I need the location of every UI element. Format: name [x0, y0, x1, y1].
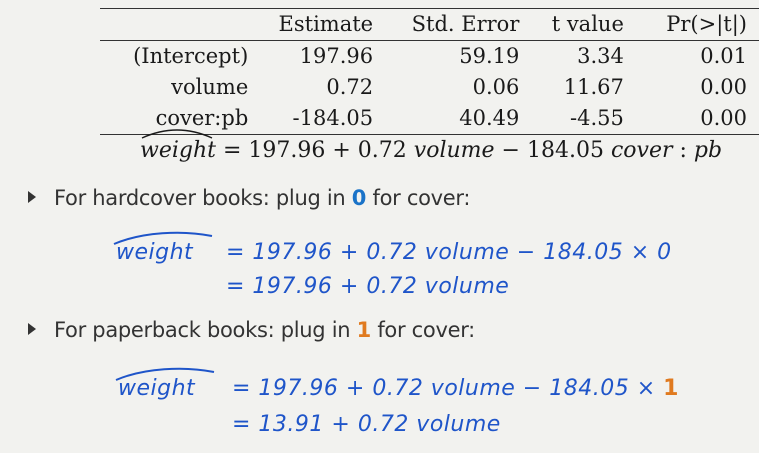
bullet-value: 0: [351, 186, 367, 210]
table-cell: 0.00: [700, 75, 747, 99]
table-row: (Intercept) 197.96 59.19 3.34 0.01: [100, 41, 759, 73]
bullet-text: for cover:: [370, 318, 475, 342]
hand-value-one: 1: [663, 376, 679, 401]
table-cell: 59.19: [459, 44, 520, 68]
header-cell: Estimate: [278, 12, 374, 36]
bullet-text: for cover:: [366, 186, 471, 210]
bullet-hardcover: For hardcover books: plug in 0 for cover…: [28, 186, 470, 210]
header-cell: t value: [551, 12, 624, 36]
equation-part: = 197.96 + 0.72: [222, 138, 414, 163]
hat-accent-icon: [141, 129, 213, 139]
equation-part: − 184.05: [494, 138, 611, 163]
header-cell: Std. Error: [411, 12, 520, 36]
bullet-paperback: For paperback books: plug in 1 for cover…: [28, 318, 475, 342]
hand-lhs-paperback: weight: [118, 376, 196, 401]
hand-line1-paperback: = 197.96 + 0.72 volume − 184.05 × 1: [232, 376, 679, 401]
hand-line1-text: = 197.96 + 0.72 volume − 184.05 ×: [232, 376, 656, 401]
table-cell: 197.96: [299, 44, 374, 68]
row-label: (Intercept): [133, 44, 249, 68]
table-cell: 0.06: [472, 75, 520, 99]
row-label: volume: [171, 75, 249, 99]
table-header-row: Estimate Std. Error t value Pr(>|t|): [100, 8, 759, 41]
hand-lhs-hardcover: weight: [116, 240, 194, 265]
table-row: cover:pb -184.05 40.49 -4.55 0.00: [100, 103, 759, 135]
hand-line2-paperback: = 13.91 + 0.72 volume: [232, 412, 501, 437]
row-label: cover:pb: [155, 106, 249, 130]
bullet-text: For paperback books: plug in: [54, 318, 357, 342]
hand-line2-hardcover: = 197.96 + 0.72 volume: [226, 274, 510, 299]
equation-variable: volume: [413, 138, 495, 163]
equation-part: :: [672, 138, 694, 163]
hand-line1-hardcover: = 197.96 + 0.72 volume − 184.05 × 0: [226, 240, 672, 265]
bullet-triangle-icon: [28, 191, 36, 203]
bullet-triangle-icon: [28, 323, 36, 335]
table-cell: -184.05: [292, 106, 374, 130]
equation-variable: pb: [693, 138, 723, 163]
header-cell: [100, 9, 256, 41]
table-cell: 11.67: [563, 75, 624, 99]
hand-hat-accent-icon: [113, 231, 213, 245]
regression-table: Estimate Std. Error t value Pr(>|t|) (In…: [100, 8, 759, 135]
table-cell: 40.49: [459, 106, 520, 130]
equation-variable: cover: [610, 138, 673, 163]
hand-hat-accent-icon: [115, 367, 215, 381]
response-variable: weight: [140, 138, 216, 163]
weight-hat: weight: [140, 129, 216, 163]
table-cell: -4.55: [570, 106, 624, 130]
table-cell: 0.00: [700, 106, 747, 130]
fitted-model-equation: weight = 197.96 + 0.72 volume − 184.05 c…: [140, 129, 723, 163]
table-row: volume 0.72 0.06 11.67 0.00: [100, 72, 759, 103]
bullet-text: For hardcover books: plug in: [54, 186, 352, 210]
table-cell: 3.34: [577, 44, 624, 68]
bullet-value: 1: [356, 318, 372, 342]
table-cell: 0.01: [700, 44, 747, 68]
header-cell: Pr(>|t|): [666, 12, 747, 36]
table-cell: 0.72: [326, 75, 374, 99]
